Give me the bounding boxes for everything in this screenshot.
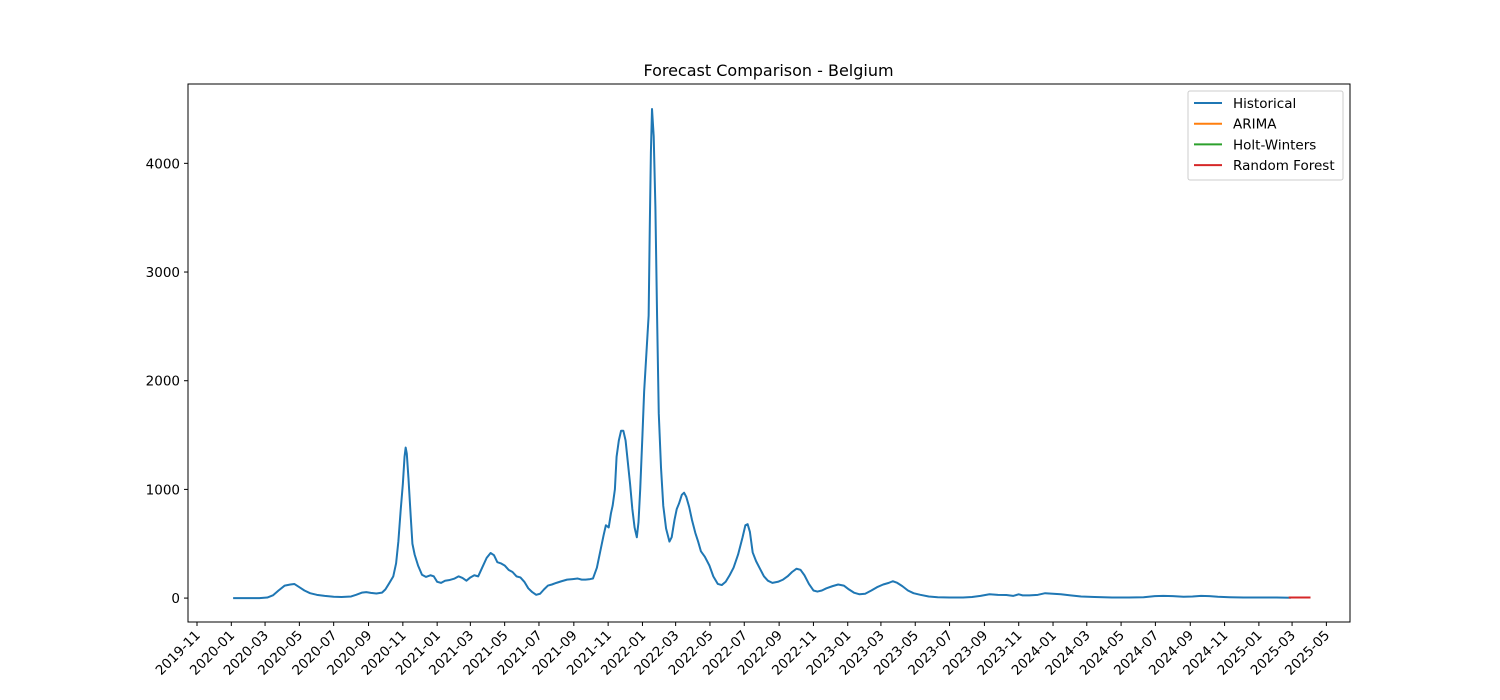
legend: Historical ARIMA Holt-Winters Random Forest [1187, 90, 1344, 181]
chart-title: Forecast Comparison - Belgium [643, 61, 893, 80]
legend-label-historical: Historical [1233, 96, 1296, 112]
y-tick-label: 1000 [146, 482, 180, 498]
y-tick-label: 2000 [146, 374, 180, 390]
x-axis: 2019-112020-012020-032020-052020-072020-… [153, 622, 1333, 679]
legend-label-holt-winters: Holt-Winters [1233, 137, 1316, 153]
legend-label-arima: ARIMA [1233, 117, 1277, 133]
series-group [233, 108, 1311, 600]
y-tick-label: 0 [171, 591, 180, 607]
series-line-historical [233, 108, 1291, 600]
legend-box [1187, 90, 1344, 181]
plot-frame [187, 83, 1351, 623]
y-tick-label: 4000 [146, 156, 180, 172]
legend-items: Historical ARIMA Holt-Winters Random Forest [1194, 96, 1335, 174]
y-axis: 0 1000 2000 3000 4000 [146, 156, 188, 607]
y-tick-label: 3000 [146, 265, 180, 281]
legend-label-random-forest: Random Forest [1233, 158, 1335, 174]
